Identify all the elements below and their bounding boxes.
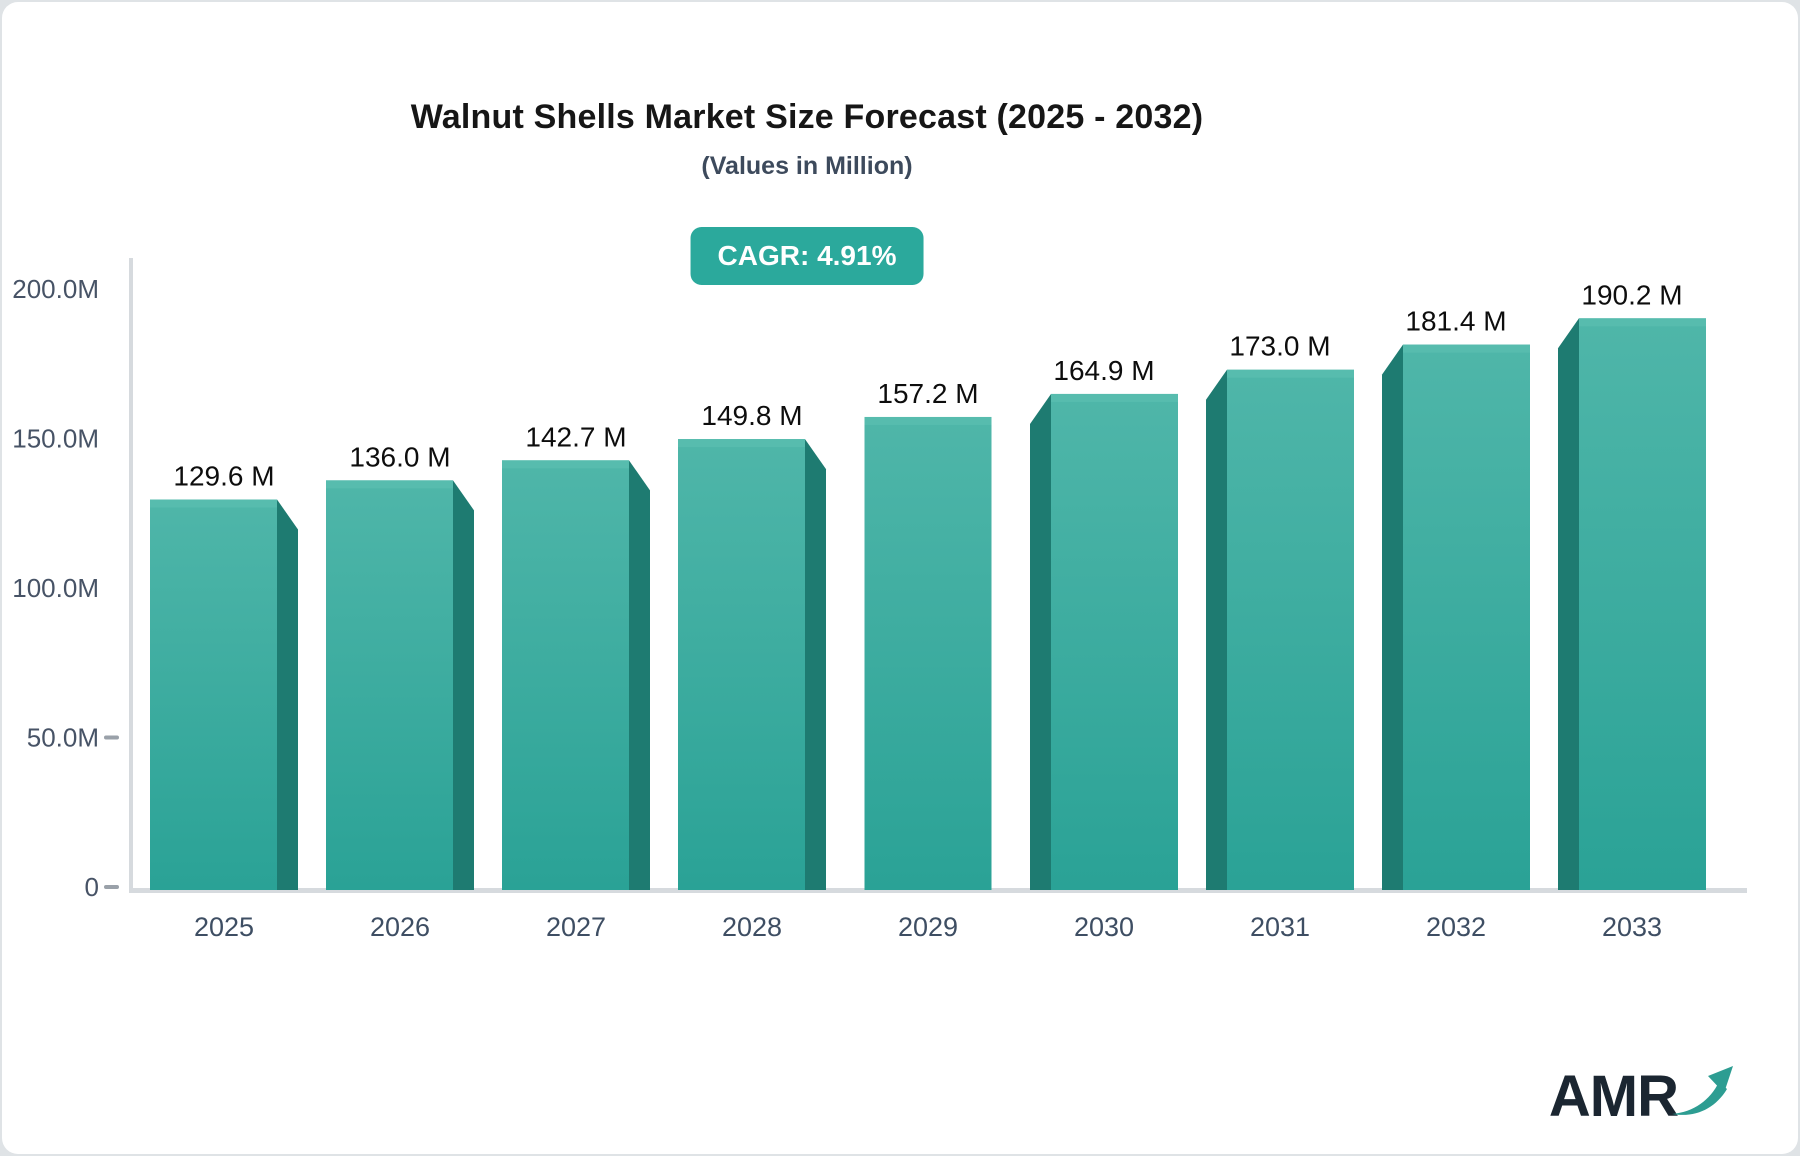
y-axis-tick-label: 0 <box>85 872 99 902</box>
bar-side-face <box>629 460 650 890</box>
bar-face <box>1051 393 1178 890</box>
bar-face <box>150 499 277 890</box>
x-axis-tick-label: 2032 <box>1426 912 1486 942</box>
x-axis-tick-label: 2026 <box>370 912 430 942</box>
amr-logo: AMR <box>1548 1064 1736 1129</box>
bar-top-face <box>502 460 629 469</box>
bar-face <box>1227 369 1354 891</box>
bar-value-label: 136.0 M <box>349 441 450 472</box>
y-axis-tick-label: 150.0M <box>12 424 99 454</box>
x-axis-tick-label: 2033 <box>1602 912 1662 942</box>
bar-side-face <box>1382 344 1403 890</box>
x-axis-line <box>129 888 1747 893</box>
page-title: Walnut Shells Market Size Forecast (2025… <box>410 98 1204 136</box>
bar-side-face <box>453 480 474 890</box>
bar-value-label: 129.6 M <box>173 460 274 491</box>
bar-value-label: 157.2 M <box>877 378 978 409</box>
bar-side-face <box>1030 393 1051 890</box>
growth-arrow-icon <box>1672 1066 1733 1115</box>
bar-top-face <box>150 499 277 508</box>
bar-side-face <box>1558 318 1579 890</box>
bar-face <box>502 460 629 890</box>
y-axis-tick-label: 200.0M <box>12 274 99 304</box>
y-axis-tick-dash <box>104 735 119 740</box>
bar-top-face <box>1227 369 1354 378</box>
bar-face <box>678 439 805 890</box>
y-axis-tick-dash <box>104 885 119 889</box>
x-axis-tick-label: 2031 <box>1250 912 1310 942</box>
x-axis-tick-label: 2027 <box>546 912 606 942</box>
bar-value-label: 181.4 M <box>1405 306 1506 337</box>
amr-logo-text: AMR <box>1548 1064 1679 1129</box>
bar-top-face <box>678 439 805 448</box>
bar-top-face <box>1579 318 1706 327</box>
y-axis-line <box>129 258 133 892</box>
cagr-badge: CAGR: 4.91% <box>690 227 924 285</box>
x-axis-tick-label: 2028 <box>722 912 782 942</box>
bar-value-label: 149.8 M <box>701 400 802 431</box>
page-subtitle: (Values in Million) <box>701 152 913 180</box>
bar-value-label: 190.2 M <box>1581 279 1682 310</box>
bar-top-face <box>1403 344 1530 353</box>
bar-face <box>864 416 992 890</box>
x-axis-tick-label: 2025 <box>194 912 254 942</box>
bar-top-face <box>864 416 992 425</box>
bar-face <box>326 480 453 890</box>
bar-top-face <box>1051 393 1178 402</box>
bar-face <box>1579 318 1706 890</box>
bar-side-face <box>805 439 826 890</box>
bar-side-face <box>277 499 298 890</box>
bar-face <box>1403 344 1530 890</box>
y-axis-tick-label: 50.0M <box>27 723 99 753</box>
bar-value-label: 164.9 M <box>1053 355 1154 386</box>
bar-top-face <box>326 480 453 489</box>
bar-value-label: 173.0 M <box>1229 331 1330 362</box>
bar-side-face <box>1206 369 1227 891</box>
bar-value-label: 142.7 M <box>525 421 626 452</box>
y-axis-tick-label: 100.0M <box>12 573 99 603</box>
x-axis-tick-label: 2030 <box>1074 912 1134 942</box>
x-axis-tick-label: 2029 <box>898 912 958 942</box>
